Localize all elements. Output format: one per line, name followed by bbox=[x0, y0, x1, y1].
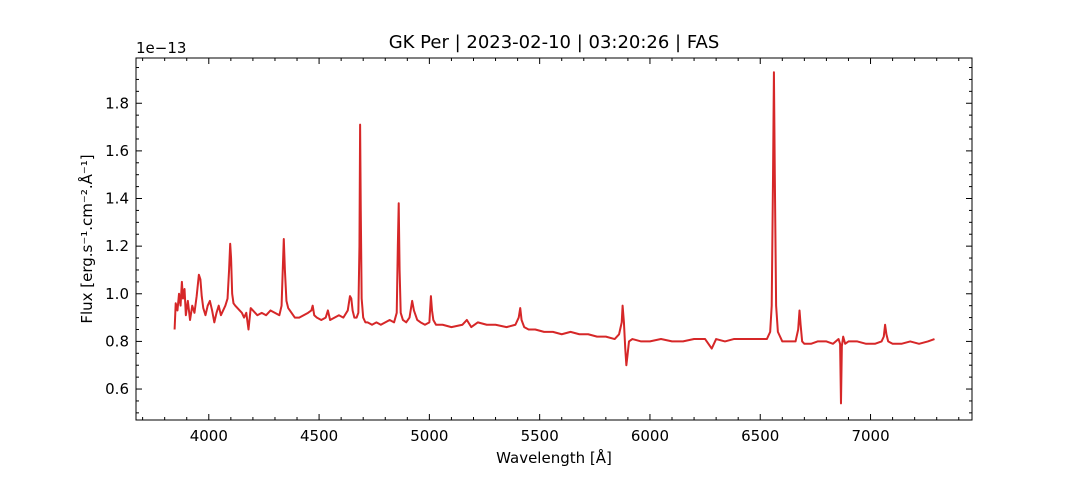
y-tick-label: 1.6 bbox=[105, 142, 129, 160]
x-tick-label: 4500 bbox=[300, 427, 338, 445]
y-offset-label: 1e−13 bbox=[136, 39, 186, 57]
spectrum-line bbox=[173, 71, 935, 405]
y-tick-label: 1.8 bbox=[105, 94, 129, 112]
x-tick-label: 5500 bbox=[521, 427, 559, 445]
x-tick-label: 4000 bbox=[190, 427, 228, 445]
y-axis-label: Flux [erg.s⁻¹.cm⁻².Å⁻¹] bbox=[77, 154, 96, 323]
chart-title: GK Per | 2023-02-10 | 03:20:26 | FAS bbox=[389, 32, 720, 53]
y-tick-label: 1.2 bbox=[105, 237, 129, 255]
x-tick-label: 7000 bbox=[851, 427, 889, 445]
x-tick-label: 6000 bbox=[631, 427, 669, 445]
y-tick-label: 1.0 bbox=[105, 285, 129, 303]
y-tick-label: 0.8 bbox=[105, 332, 129, 350]
x-tick-label: 5000 bbox=[410, 427, 448, 445]
x-tick-label: 6500 bbox=[741, 427, 779, 445]
x-axis-label: Wavelength [Å] bbox=[496, 448, 612, 467]
y-tick-label: 0.6 bbox=[105, 380, 129, 398]
y-tick-label: 1.4 bbox=[105, 190, 129, 208]
x-axis-ticks: 4000 4500 5000 5500 6000 6500 7000 bbox=[142, 58, 960, 445]
plot-frame bbox=[135, 57, 973, 421]
